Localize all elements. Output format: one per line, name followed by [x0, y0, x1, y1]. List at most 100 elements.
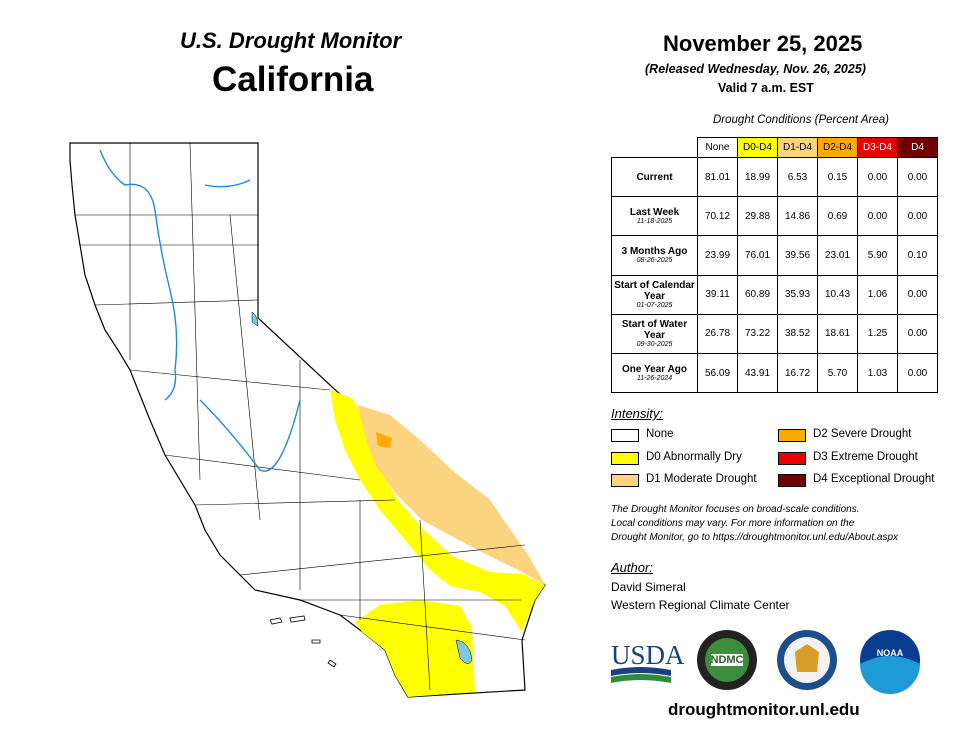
legend-swatch: [778, 451, 806, 465]
row-date: 11-26-2024: [636, 374, 673, 382]
table-cell: 29.88: [737, 196, 778, 237]
legend-swatch: [611, 474, 639, 487]
legend-label: None: [646, 428, 674, 440]
table-cell: 0.10: [897, 235, 938, 276]
row-date: 08-26-2025: [636, 257, 673, 265]
url: droughtmonitor.unl.edu: [668, 700, 860, 719]
table-caption: Drought Conditions (Percent Area): [713, 114, 889, 126]
noaa-wave: [860, 656, 920, 694]
row-header: Start of Water Year 09-30-2025: [611, 313, 698, 354]
legend-swatch: [778, 429, 806, 442]
map: [69, 142, 546, 698]
d0-area: [355, 600, 475, 697]
row-label: Start of Water Year: [621, 319, 688, 342]
noaa-text: NOAA: [877, 648, 904, 658]
legend-label: D4 Exceptional Drought: [813, 473, 935, 485]
table-cell: 23.99: [697, 235, 738, 276]
legend-swatch: [611, 451, 639, 465]
table-cell: 1.25: [857, 313, 898, 354]
table-cell: 39.56: [777, 235, 818, 276]
author-org: Western Regional Climate Center: [611, 598, 790, 612]
row-header: Current: [611, 157, 698, 198]
column-header: None: [697, 137, 738, 158]
row-label: Current: [636, 171, 673, 183]
table-cell: 18.99: [737, 157, 778, 198]
usda-text: USDA: [611, 640, 685, 670]
row-date: 11-18-2025: [636, 217, 673, 225]
table-cell: 23.01: [817, 235, 858, 276]
table-cell: 0.00: [897, 274, 938, 315]
noaa-logo: NOAA: [860, 630, 920, 694]
column-header: D1-D4: [777, 137, 818, 158]
table-cell: 0.00: [897, 196, 938, 237]
region: California: [212, 60, 374, 99]
ndmc-logo: NDMC: [697, 630, 757, 690]
title: U.S. Drought Monitor: [180, 28, 402, 53]
lake-tahoe: [251, 311, 259, 327]
legend-title: Intensity:: [611, 406, 664, 421]
row-date: 01-07-2025: [636, 301, 673, 309]
d1-area: [358, 405, 545, 585]
column-header: D0-D4: [737, 137, 778, 158]
table-cell: 35.93: [777, 274, 818, 315]
channel-islands: [269, 615, 337, 668]
table-cell: 38.52: [777, 313, 818, 354]
table-cell: 16.72: [777, 353, 818, 394]
table-cell: 39.11: [697, 274, 738, 315]
row-label: 3 Months Ago: [621, 246, 688, 258]
table-cell: 26.78: [697, 313, 738, 354]
table-cell: 18.61: [817, 313, 858, 354]
legend-swatch: [611, 429, 639, 442]
valid: Valid 7 a.m. EST: [718, 81, 814, 95]
row-label: Start of Calendar Year: [614, 279, 695, 302]
table-cell: 43.91: [737, 353, 778, 394]
map-date: November 25, 2025: [663, 31, 863, 56]
table-cell: 73.22: [737, 313, 778, 354]
ndmc-text: NDMC: [711, 654, 744, 666]
row-header: Start of Calendar Year 01-07-2025: [611, 274, 698, 315]
table-cell: 0.00: [857, 196, 898, 237]
salton-sea: [455, 639, 473, 664]
legend-swatch: [778, 474, 806, 487]
ndmc-plate: [711, 654, 743, 666]
logos: USDA NDMC NOAA: [611, 630, 920, 694]
table-cell: 0.00: [897, 313, 938, 354]
usda-band: [611, 674, 671, 683]
table-cell: 81.01: [697, 157, 738, 198]
author-title: Author:: [611, 560, 653, 575]
table-cell: 14.86: [777, 196, 818, 237]
usda-logo: USDA: [611, 640, 685, 683]
row-label: Last Week: [629, 206, 680, 218]
table-cell: 76.01: [737, 235, 778, 276]
row-header: 3 Months Ago 08-26-2025: [611, 235, 698, 276]
table-cell: 10.43: [817, 274, 858, 315]
legend-label: D3 Extreme Drought: [813, 450, 918, 463]
table-cell: 60.89: [737, 274, 778, 315]
county-lines: [75, 142, 526, 691]
author-name: David Simeral: [611, 580, 686, 594]
column-header: D3-D4: [857, 137, 898, 158]
table-cell: 0.00: [857, 157, 898, 198]
row-header: One Year Ago 11-26-2024: [611, 353, 698, 394]
table-cell: 1.03: [857, 353, 898, 394]
legend-label: D0 Abnormally Dry: [646, 450, 742, 463]
usda-band: [611, 667, 671, 676]
table-cell: 0.69: [817, 196, 858, 237]
table-cell: 1.06: [857, 274, 898, 315]
note-line: The Drought Monitor focuses on broad-sca…: [611, 504, 860, 515]
table-cell: 70.12: [697, 196, 738, 237]
doc-shield: [795, 644, 819, 672]
d2-area: [376, 432, 392, 448]
row-header: Last Week 11-18-2025: [611, 196, 698, 237]
state-outline: [69, 142, 546, 698]
legend-label: D1 Moderate Drought: [646, 473, 757, 485]
row-date: 09-30-2025: [636, 341, 673, 349]
table-cell: 0.00: [897, 157, 938, 198]
table-cell: 5.70: [817, 353, 858, 394]
table-cell: 56.09: [697, 353, 738, 394]
column-header: D2-D4: [817, 137, 858, 158]
table-cell: 0.15: [817, 157, 858, 198]
note-line: Local conditions may vary. For more info…: [611, 518, 855, 529]
legend-label: D2 Severe Drought: [813, 428, 912, 440]
